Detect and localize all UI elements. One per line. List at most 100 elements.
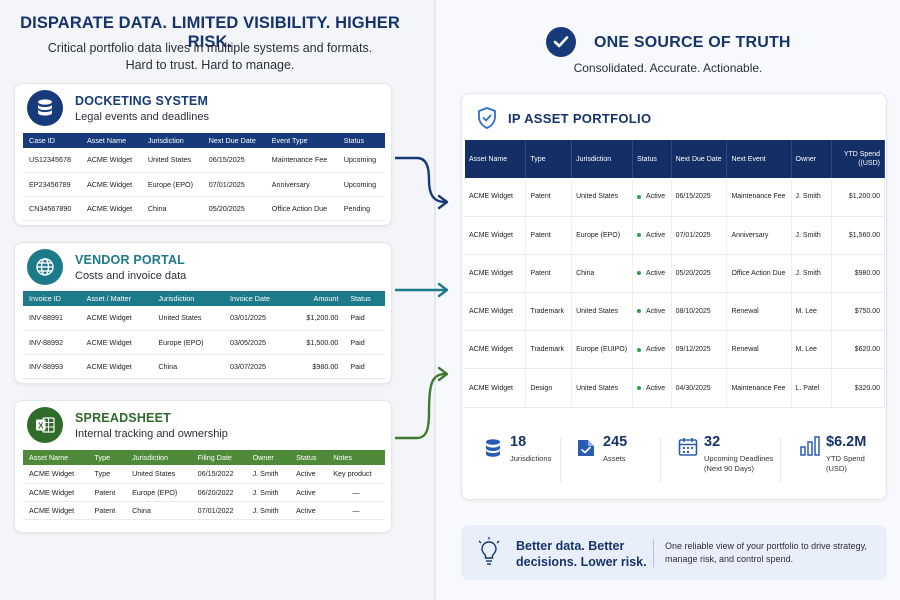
col-header: Type	[525, 140, 573, 178]
status-cell: Active	[632, 368, 672, 408]
table-cell: Pending	[337, 196, 385, 221]
col-header: Asset Name	[29, 453, 69, 462]
spreadsheet-table: Asset Name Type Jurisdiction Filing Date…	[23, 450, 385, 520]
col-header: Invoice Date	[230, 294, 270, 303]
spreadsheet-card[interactable]: X SPREADSHEET Internal tracking and owne…	[14, 400, 392, 533]
table-cell: Key product	[327, 465, 385, 484]
status-cell: Active	[632, 254, 672, 294]
table-cell: ACME Widget	[23, 483, 89, 502]
table-cell: $1,200.00	[831, 178, 885, 217]
stat-divider	[660, 438, 661, 482]
status-dot	[637, 385, 642, 390]
arrow-docketing	[395, 156, 449, 210]
table-cell: United States	[141, 148, 203, 173]
table-row[interactable]: ACME Widget Type United States 06/15/202…	[23, 465, 385, 484]
table-cell: China	[152, 354, 224, 379]
table-row[interactable]: ACME Widget Patent Europe (EPO) Active 0…	[465, 216, 885, 255]
col-header: Status	[350, 294, 371, 303]
right-title: ONE SOURCE OF TRUTH	[594, 34, 791, 51]
stat-label-note: (USD)	[826, 464, 847, 473]
table-cell: US12345678	[23, 148, 81, 173]
table-cell: Paid	[344, 354, 385, 379]
table-row[interactable]: ACME Widget Patent China 07/01/2022 J. S…	[23, 501, 385, 520]
table-cell: $750.00	[831, 292, 885, 332]
status-label: Active	[646, 346, 666, 354]
docketing-card[interactable]: DOCKETING SYSTEM Legal events and deadli…	[14, 83, 392, 226]
col-header: Case ID	[29, 136, 55, 145]
panel-divider	[434, 0, 436, 600]
table-cell: 06/20/2022	[191, 483, 247, 502]
status-label: Active	[646, 384, 666, 392]
document-icon	[578, 440, 594, 456]
table-cell: Office Action Due	[726, 254, 792, 294]
table-cell: ACME Widget	[80, 172, 142, 197]
table-cell: Patent	[525, 178, 573, 217]
table-cell: 09/12/2025	[671, 330, 728, 370]
table-row[interactable]: ACME Widget Design United States Active …	[465, 368, 885, 408]
col-header: Next Due Date	[208, 136, 256, 145]
table-cell: M. Lee	[791, 292, 833, 332]
table-cell: INV-88993	[23, 354, 81, 379]
table-row[interactable]: ACME Widget Patent United States Active …	[465, 178, 885, 217]
table-cell: $620.00	[831, 330, 885, 370]
table-cell: Paid	[344, 306, 385, 331]
table-cell: M. Lee	[791, 330, 833, 370]
stat-value: 18	[510, 434, 527, 450]
col-header: Owner	[791, 140, 833, 178]
status-dot	[637, 194, 642, 199]
table-cell: 07/01/2025	[202, 172, 266, 197]
table-cell: 07/01/2025	[671, 216, 728, 255]
table-row[interactable]: ACME Widget Patent Europe (EPO) 06/20/20…	[23, 483, 385, 502]
table-cell: Patent	[88, 483, 127, 502]
table-row[interactable]: ACME Widget Trademark United States Acti…	[465, 292, 885, 332]
table-cell: $980.00	[289, 354, 345, 379]
table-cell: Paid	[344, 330, 385, 355]
col-header: Jurisdiction	[132, 453, 169, 462]
stat-label: Upcoming Deadlines	[704, 454, 774, 463]
table-cell: China	[141, 196, 203, 221]
table-row[interactable]: ACME Widget Trademark Europe (EUIPO) Act…	[465, 330, 885, 370]
col-header: Invoice ID	[29, 294, 61, 303]
table-cell: 03/01/2025	[224, 306, 290, 331]
shield-check-icon	[478, 107, 496, 129]
table-row[interactable]: CN34567890 ACME Widget China 05/20/2025 …	[23, 196, 385, 221]
docketing-subtitle: Legal events and deadlines	[75, 111, 209, 123]
portfolio-table: Asset Name Type Jurisdiction Status Next…	[465, 140, 885, 408]
table-cell: Type	[88, 465, 127, 484]
table-row[interactable]: INV-88991 ACME Widget United States 03/0…	[23, 306, 385, 331]
stat-value: $6.2M	[826, 434, 867, 450]
table-cell: J. Smith	[791, 178, 833, 217]
col-header: Owner	[252, 453, 274, 462]
table-row[interactable]: INV-88993 ACME Widget China 03/07/2025 $…	[23, 354, 385, 379]
table-cell: 07/01/2022	[191, 501, 247, 520]
table-cell: 06/15/2025	[202, 148, 266, 173]
vendor-card[interactable]: VENDOR PORTAL Costs and invoice data Inv…	[14, 242, 392, 384]
spreadsheet-subtitle: Internal tracking and ownership	[75, 428, 228, 440]
col-header: Jurisdiction	[147, 136, 184, 145]
table-row[interactable]: ACME Widget Patent China Active 05/20/20…	[465, 254, 885, 294]
table-row[interactable]: US12345678 ACME Widget United States 06/…	[23, 148, 385, 173]
left-headline: DISPARATE DATA. LIMITED VISIBILITY. HIGH…	[20, 14, 400, 51]
stat-label: Assets	[603, 454, 626, 463]
table-cell: Patent	[525, 216, 573, 255]
table-cell: United States	[571, 178, 634, 217]
table-cell: Office Action Due	[265, 196, 338, 221]
banner-text: One reliable view of your portfolio to d…	[665, 540, 880, 566]
table-row[interactable]: EP23456789 ACME Widget Europe (EPO) 07/0…	[23, 172, 385, 197]
col-header: Asset / Matter	[86, 294, 131, 303]
lightbulb-icon	[478, 537, 500, 565]
table-row[interactable]: INV-88992 ACME Widget Europe (EPO) 03/05…	[23, 330, 385, 355]
col-header: Amount	[313, 294, 339, 303]
status-dot	[637, 347, 642, 352]
table-cell: United States	[571, 368, 634, 408]
table-cell: 05/20/2025	[671, 254, 728, 294]
banner-text-1: One reliable view of your portfolio to d…	[665, 541, 867, 551]
table-cell: China	[571, 254, 634, 294]
table-cell: Maintenance Fee	[726, 178, 792, 217]
col-header: Jurisdiction	[158, 294, 195, 303]
table-cell: United States	[571, 292, 634, 332]
col-header: Next Event	[726, 140, 792, 178]
table-cell: Europe (EPO)	[126, 483, 192, 502]
table-cell: United States	[126, 465, 192, 484]
stat-divider	[780, 438, 781, 482]
